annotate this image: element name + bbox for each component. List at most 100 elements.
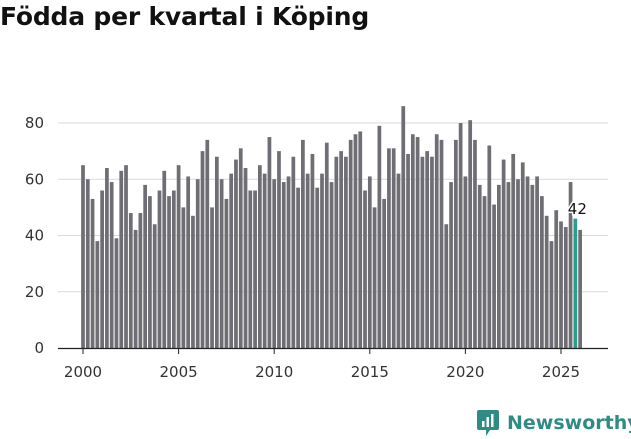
bar (372, 207, 377, 349)
bar (176, 165, 181, 348)
bar (544, 215, 549, 348)
bar (167, 196, 171, 349)
bar (195, 179, 200, 348)
bar (119, 170, 124, 348)
bar (286, 176, 291, 348)
bar (406, 153, 410, 348)
bar (191, 215, 195, 348)
bar (492, 204, 496, 348)
bar (258, 165, 262, 348)
bar (148, 196, 152, 349)
bar (157, 190, 162, 348)
newsworthy-logo-text: Newsworthy (507, 412, 631, 434)
bar (85, 179, 90, 348)
newsworthy-logo-icon (477, 410, 499, 436)
bar (133, 229, 138, 349)
bar (396, 173, 401, 349)
bar (219, 179, 224, 348)
bar (171, 190, 176, 348)
bar (458, 123, 463, 348)
bar (420, 156, 425, 348)
bar (387, 148, 391, 348)
bar (291, 156, 296, 348)
bar (453, 139, 458, 349)
bar (511, 153, 516, 348)
bar (301, 139, 305, 349)
bar (305, 173, 310, 349)
bar-highlight (573, 218, 578, 349)
bar (353, 134, 358, 348)
bar (124, 165, 128, 348)
bar (506, 182, 511, 348)
annotations: 42 (566, 199, 588, 220)
bar (296, 187, 300, 348)
bar (334, 156, 339, 348)
bar (200, 151, 205, 349)
bar (95, 241, 100, 349)
x-axis: 2000 2005 2010 2015 2020 2025 (58, 347, 608, 381)
bar (229, 173, 234, 349)
bar (162, 170, 167, 348)
bar (367, 176, 372, 348)
bar (339, 151, 343, 349)
bar (554, 210, 559, 348)
bar (105, 168, 109, 348)
bar (262, 173, 267, 349)
y-tick-label: 0 (34, 339, 44, 357)
bar (516, 179, 520, 348)
x-tick-label: 2020 (446, 363, 484, 381)
bar (281, 182, 286, 348)
bar (358, 131, 363, 348)
bar (449, 182, 453, 348)
bar (329, 182, 334, 348)
y-tick-label: 80 (25, 114, 44, 132)
bar (205, 139, 210, 349)
y-tick-label: 40 (25, 227, 44, 245)
bar (210, 207, 214, 349)
bar (559, 221, 563, 348)
bar (348, 139, 353, 349)
bar (243, 168, 248, 348)
bar (238, 148, 243, 348)
bar (320, 173, 324, 349)
bar (535, 176, 539, 348)
bar (324, 142, 329, 348)
bar (344, 156, 348, 348)
bars (81, 106, 582, 349)
x-tick-label: 2000 (64, 363, 102, 381)
bar (253, 190, 257, 348)
bar (549, 241, 554, 349)
bar (138, 213, 143, 348)
bar (497, 184, 501, 349)
bar (363, 190, 367, 348)
y-tick-label: 20 (25, 283, 44, 301)
bar (530, 184, 535, 349)
bar (377, 125, 382, 348)
bar (578, 229, 582, 349)
bar (501, 159, 506, 348)
bar (315, 187, 320, 348)
bar (143, 184, 148, 349)
bar (434, 134, 439, 348)
bar (463, 176, 468, 348)
x-tick-label: 2010 (255, 363, 293, 381)
bar (81, 165, 85, 348)
bar (109, 182, 114, 348)
bar (234, 159, 238, 348)
bar (520, 162, 525, 349)
bar (382, 198, 387, 348)
bar (214, 156, 219, 348)
bar (272, 179, 277, 348)
bar (444, 224, 449, 348)
bar (540, 196, 544, 349)
bar (310, 153, 315, 348)
bar (100, 190, 104, 348)
x-tick-label: 2005 (160, 363, 198, 381)
bar (128, 213, 133, 348)
bar (473, 139, 477, 349)
chart-title: Födda per kvartal i Köping (0, 2, 370, 31)
bar (487, 145, 492, 348)
bar (563, 227, 568, 348)
x-tick-label: 2025 (542, 363, 580, 381)
